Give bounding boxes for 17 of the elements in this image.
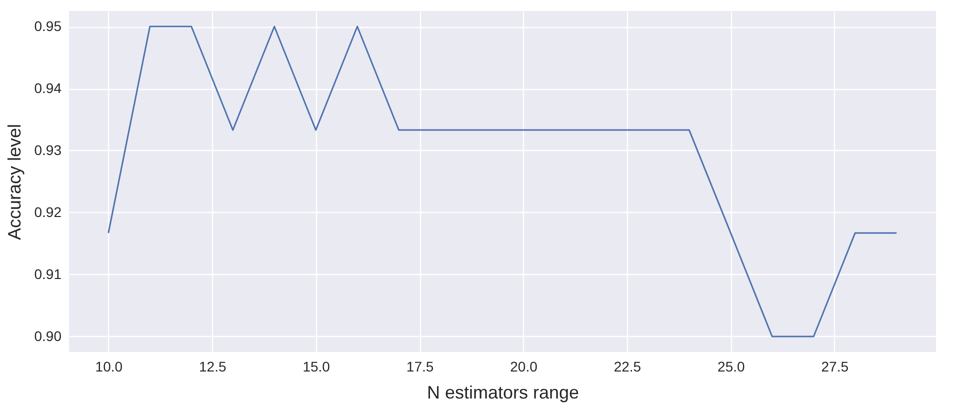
x-tick-label: 12.5 [198,358,226,374]
line-series [108,26,898,338]
x-tick-label: 27.5 [821,358,849,374]
y-tick-label: 0.90 [34,328,62,344]
y-tick-label: 0.94 [34,80,62,96]
x-tick-label: 22.5 [614,358,642,374]
x-tick-label: 10.0 [95,358,123,374]
y-tick-label: 0.91 [34,266,62,282]
y-tick-label: 0.93 [34,142,62,158]
x-tick-label: 15.0 [302,358,330,374]
y-axis-title: Accuracy level [4,124,24,240]
x-tick-label: 17.5 [406,358,434,374]
y-tick-label: 0.95 [34,18,62,34]
x-tick-label: 25.0 [718,358,745,374]
x-axis-title: N estimators range [426,382,580,402]
y-tick-label: 0.92 [34,204,62,220]
x-tick-label: 20.0 [510,358,538,374]
